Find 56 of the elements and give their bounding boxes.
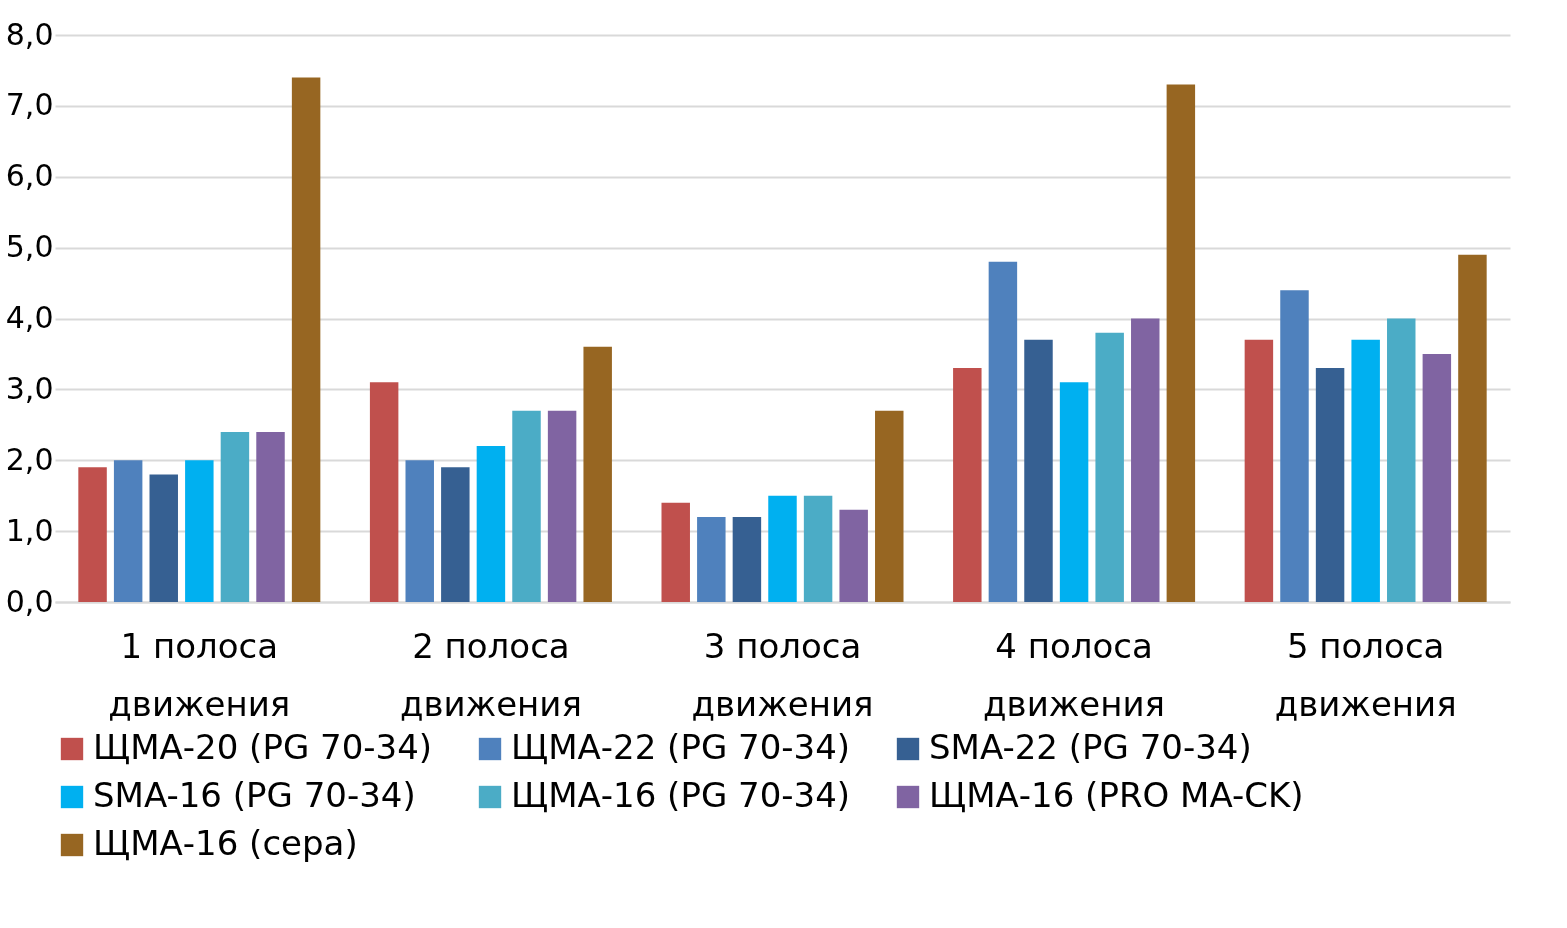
x-tick-label: 5 полоса движения: [1274, 625, 1457, 724]
bar: [1131, 318, 1160, 602]
y-tick-label: 7,0: [5, 87, 54, 123]
y-tick-label: 5,0: [5, 229, 54, 265]
x-tick-label: 1 полоса движения: [108, 625, 291, 724]
legend-label: SMA-16 (PG 70-34): [93, 775, 416, 815]
bar: [583, 346, 612, 602]
bar: [1280, 290, 1309, 602]
bar: [220, 431, 250, 602]
y-tick-label: 4,0: [5, 300, 54, 335]
bar: [405, 460, 434, 602]
bar: [1315, 368, 1345, 602]
bar: [1351, 339, 1380, 602]
y-tick-label: 6,0: [5, 158, 54, 194]
bar: [732, 516, 762, 602]
y-tick-label: 8,0: [5, 16, 54, 52]
bar: [1458, 254, 1487, 602]
bar: [875, 410, 904, 602]
bar: [78, 467, 107, 602]
bar: [291, 77, 321, 602]
legend-label: SMA-22 (PG 70-34): [929, 727, 1252, 767]
legend-label: ЩМА-22 (PG 70-34): [511, 727, 851, 767]
x-tick-label: 3 полоса движения: [691, 625, 874, 724]
bar: [476, 446, 506, 602]
bar: [988, 261, 1018, 602]
bar: [1024, 339, 1053, 602]
bar: [1059, 382, 1089, 602]
bar: [803, 495, 833, 602]
bar: [185, 460, 214, 602]
bar: [839, 509, 868, 602]
bar: [547, 410, 577, 602]
bar: [1422, 353, 1452, 602]
bar: [1387, 318, 1416, 602]
y-tick-label: 2,0: [5, 441, 54, 477]
bar: [768, 495, 797, 602]
legend-label: ЩМА-16 (сера): [93, 823, 358, 863]
legend-label: ЩМА-16 (PG 70-34): [511, 775, 851, 815]
y-tick-label: 3,0: [5, 370, 54, 406]
legend-label: ЩМА-20 (PG 70-34): [93, 727, 433, 767]
bar: [113, 460, 143, 602]
bar: [512, 410, 541, 602]
bar: [953, 368, 982, 602]
x-tick-label: 2 полоса движения: [399, 625, 582, 724]
bar: [256, 431, 285, 602]
y-tick-label: 1,0: [5, 512, 54, 548]
bar: [1095, 332, 1124, 602]
y-tick-label: 0,0: [5, 583, 54, 619]
bar: [697, 516, 726, 602]
bar: [149, 474, 178, 602]
bar: [1166, 84, 1196, 602]
bar: [369, 382, 399, 602]
legend-label: ЩМА-16 (PRO MA-CK): [929, 775, 1304, 815]
bar: [661, 502, 690, 602]
x-tick-label: 4 полоса движения: [983, 625, 1166, 724]
bar: [1244, 339, 1274, 602]
bar: [441, 467, 470, 602]
